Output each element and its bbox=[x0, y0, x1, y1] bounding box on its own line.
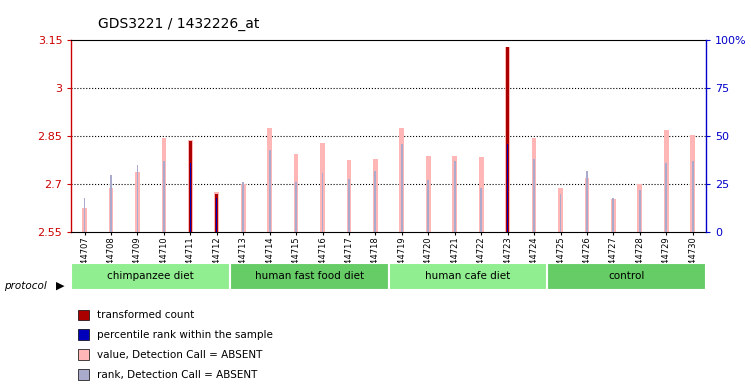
Text: percentile rank within the sample: percentile rank within the sample bbox=[97, 330, 273, 340]
Text: ▶: ▶ bbox=[56, 281, 65, 291]
Bar bbox=[216, 194, 218, 232]
Bar bbox=[426, 156, 430, 232]
Bar bbox=[241, 184, 246, 232]
Bar bbox=[216, 198, 218, 232]
Bar bbox=[586, 171, 588, 232]
Bar bbox=[189, 141, 192, 232]
Bar bbox=[389, 263, 547, 290]
Bar bbox=[507, 144, 508, 232]
Bar bbox=[267, 128, 272, 232]
Bar bbox=[294, 154, 298, 232]
Bar bbox=[401, 144, 403, 232]
Bar bbox=[427, 180, 430, 232]
Bar bbox=[505, 47, 510, 232]
Bar bbox=[547, 263, 706, 290]
Bar bbox=[611, 199, 616, 232]
Bar bbox=[188, 139, 193, 232]
Bar bbox=[77, 349, 89, 360]
Text: protocol: protocol bbox=[4, 281, 47, 291]
Bar bbox=[375, 171, 376, 232]
Bar bbox=[533, 159, 535, 232]
Bar bbox=[480, 188, 482, 232]
Bar bbox=[373, 159, 378, 232]
Bar bbox=[216, 198, 218, 232]
Bar bbox=[479, 157, 484, 232]
Text: transformed count: transformed count bbox=[97, 310, 194, 320]
Bar bbox=[190, 163, 191, 232]
Bar bbox=[690, 135, 695, 232]
Bar bbox=[348, 179, 350, 232]
Bar bbox=[295, 182, 297, 232]
Bar bbox=[347, 160, 351, 232]
Bar bbox=[230, 263, 389, 290]
Bar bbox=[77, 329, 89, 340]
Bar bbox=[665, 163, 667, 232]
Bar bbox=[558, 187, 563, 232]
Bar bbox=[137, 165, 138, 232]
Bar bbox=[506, 47, 509, 232]
Bar bbox=[82, 208, 87, 232]
Bar bbox=[77, 310, 89, 320]
Bar bbox=[109, 187, 113, 232]
Bar bbox=[214, 192, 219, 232]
Text: human fast food diet: human fast food diet bbox=[255, 271, 364, 281]
Bar bbox=[161, 138, 166, 232]
Bar bbox=[71, 263, 230, 290]
Bar bbox=[135, 172, 140, 232]
Text: chimpanzee diet: chimpanzee diet bbox=[107, 271, 194, 281]
Bar bbox=[83, 198, 86, 232]
Bar bbox=[110, 175, 112, 232]
Bar bbox=[77, 369, 89, 380]
Bar bbox=[507, 144, 508, 232]
Bar bbox=[664, 130, 668, 232]
Text: control: control bbox=[608, 271, 645, 281]
Text: human cafe diet: human cafe diet bbox=[425, 271, 511, 281]
Bar bbox=[532, 138, 536, 232]
Bar bbox=[400, 128, 404, 232]
Bar bbox=[321, 173, 324, 232]
Text: value, Detection Call = ABSENT: value, Detection Call = ABSENT bbox=[97, 350, 262, 360]
Bar bbox=[189, 163, 192, 232]
Bar bbox=[163, 161, 164, 232]
Bar bbox=[454, 161, 456, 232]
Bar bbox=[584, 178, 590, 232]
Bar bbox=[638, 184, 642, 232]
Bar bbox=[613, 198, 614, 232]
Bar bbox=[452, 156, 457, 232]
Text: rank, Detection Call = ABSENT: rank, Detection Call = ABSENT bbox=[97, 370, 257, 380]
Bar bbox=[692, 161, 694, 232]
Bar bbox=[559, 194, 562, 232]
Bar bbox=[243, 182, 244, 232]
Bar bbox=[320, 143, 325, 232]
Text: GDS3221 / 1432226_at: GDS3221 / 1432226_at bbox=[98, 17, 259, 31]
Bar bbox=[639, 190, 641, 232]
Bar bbox=[269, 150, 270, 232]
